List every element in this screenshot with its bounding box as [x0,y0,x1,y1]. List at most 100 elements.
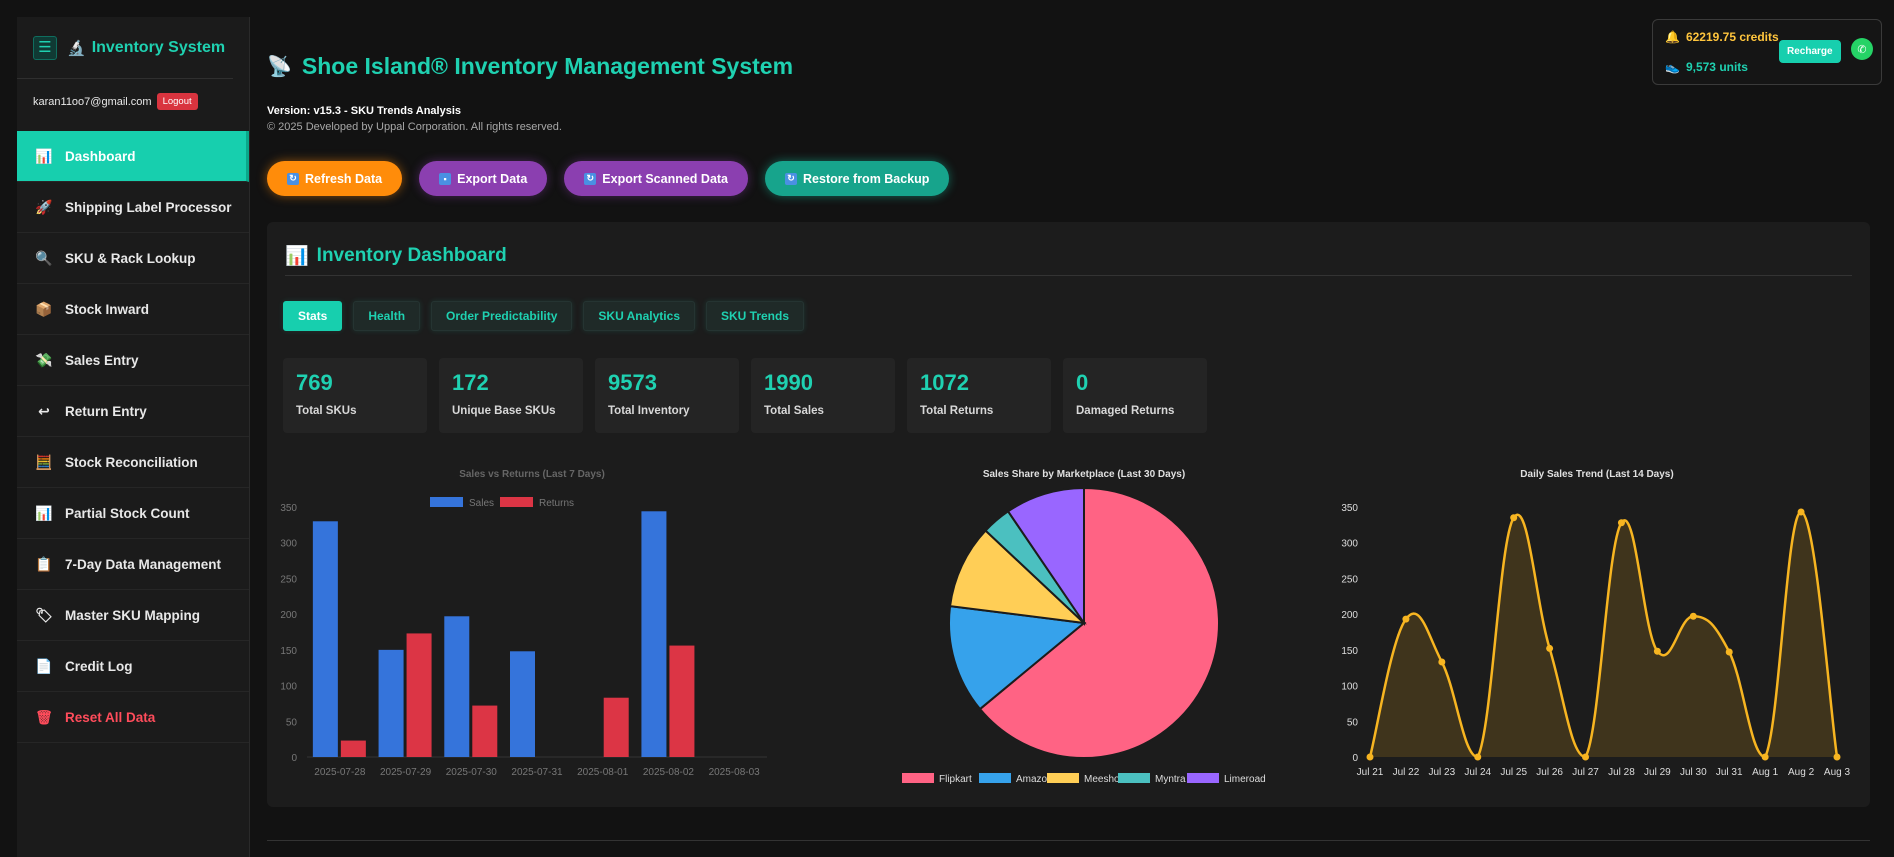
package-icon: 📦 [35,300,53,317]
legend-swatch-meesho [1047,773,1079,783]
sidebar-item-partial-stock-count[interactable]: 📊 Partial Stock Count [17,488,249,539]
stat-card-unique-base-skus: 172 Unique Base SKUs [439,358,583,433]
trend-point [1617,519,1625,527]
trend-point [1402,615,1410,623]
rocket-icon: 🚀 [35,198,53,215]
hamburger-icon: ☰ [38,39,52,56]
sidebar-item-stock-reconciliation[interactable]: 🧮 Stock Reconciliation [17,437,249,488]
trend-point [1725,648,1733,656]
stat-card-damaged-returns: 0 Damaged Returns [1063,358,1207,433]
y-tick-label: 100 [1341,682,1358,693]
trend-point [1366,753,1374,761]
stat-card-total-returns: 1072 Total Returns [907,358,1051,433]
refresh-icon: ↻ [584,172,597,185]
sidebar: ☰ 🔬 Inventory System karan11oo7@gmail.co… [17,17,250,857]
legend-label-limeroad: Limeroad [1224,774,1266,785]
pie-slice-limeroad [1006,486,1085,627]
sidebar-item-sku-rack-lookup[interactable]: 🔍 SKU & Rack Lookup [17,233,249,284]
legend-label-sales: Sales [469,498,494,509]
app-title-text: Inventory System [91,38,226,56]
x-tick-label: 2025-07-28 [314,767,366,778]
sidebar-item-sales-entry[interactable]: 💸 Sales Entry [17,335,249,386]
sidebar-item-label: Partial Stock Count [65,505,190,521]
inventory-dashboard-panel: 📊 Inventory Dashboard Stats Health Order… [267,222,1870,807]
bar-chart-icon: 📊 [35,504,53,521]
sidebar-item-label: Sales Entry [65,352,139,368]
tab-stats[interactable]: Stats [283,301,343,331]
sidebar-item-shipping-label-processor[interactable]: 🚀 Shipping Label Processor [17,182,249,233]
logout-button[interactable]: Logout [156,93,198,110]
tab-sku-trends[interactable]: SKU Trends [706,301,805,331]
x-tick-label: Jul 28 [1608,767,1635,778]
refresh-data-button[interactable]: ↻ Refresh Data [267,161,403,196]
x-tick-label: Aug 2 [1788,767,1815,778]
divider [285,275,1852,276]
stat-card-total-skus: 769 Total SKUs [283,358,427,433]
hamburger-menu-button[interactable]: ☰ [33,35,57,60]
bar-returns [472,705,498,757]
trash-icon: 🗑 [35,708,53,725]
y-tick-label: 350 [280,503,297,514]
stat-label: Unique Base SKUs [452,405,556,417]
dashboard-tabs: Stats Health Order Predictability SKU An… [283,301,805,331]
app-logo-icon: 🔬 [67,39,86,57]
whatsapp-icon[interactable]: ✆ [1851,38,1873,60]
bar-returns [603,697,629,757]
bar-sales [510,651,535,757]
y-tick-label: 150 [1341,646,1358,657]
sidebar-item-label: Stock Reconciliation [65,454,198,470]
save-icon: ▪ [439,172,452,185]
sidebar-nav: 📊 Dashboard 🚀 Shipping Label Processor 🔍 SKU … [17,131,249,743]
stat-value: 9573 [608,370,657,395]
stat-value: 1072 [920,370,969,395]
sales-vs-returns-svg: Sales vs Returns (Last 7 Days) Sales Retur… [280,469,767,778]
bar-returns [340,740,366,757]
trend-area [1370,512,1837,757]
sidebar-item-return-entry[interactable]: ↩ Return Entry [17,386,249,437]
dashboard-title-text: Inventory Dashboard [316,245,507,266]
page-title-text: Shoe Island® Inventory Management System [301,53,794,79]
stat-label: Damaged Returns [1076,405,1175,417]
sidebar-item-credit-log[interactable]: 📄 Credit Log [17,641,249,692]
sidebar-item-7-day-data-management[interactable]: 📋 7-Day Data Management [17,539,249,590]
trend-line [1368,510,1839,759]
y-tick-label: 50 [286,717,298,728]
user-row: karan11oo7@gmail.com Logout [17,79,249,120]
chart-title: Sales Share by Marketplace (Last 30 Days… [983,469,1185,480]
sidebar-item-label: Shipping Label Processor [65,199,232,215]
y-tick-label: 250 [1341,574,1358,585]
sidebar-item-stock-inward[interactable]: 📦 Stock Inward [17,284,249,335]
refresh-data-label: Refresh Data [305,171,383,186]
legend-swatch-myntra [1118,773,1150,783]
restore-backup-button[interactable]: ↻ Restore from Backup [765,161,950,196]
sidebar-item-dashboard[interactable]: 📊 Dashboard [17,131,249,182]
y-tick-label: 0 [291,753,297,764]
y-tick-label: 250 [280,574,297,585]
tag-icon: 🏷 [35,606,53,623]
trend-point [1438,658,1446,666]
trend-point [1474,753,1482,761]
tab-order-predictability[interactable]: Order Predictability [431,301,573,331]
trend-point [1797,508,1805,516]
marketplace-share-svg: Sales Share by Marketplace (Last 30 Days… [902,469,1266,785]
legend-label-myntra: Myntra [1155,774,1186,785]
legend-swatch-amazon [979,773,1011,783]
sidebar-item-label: SKU & Rack Lookup [65,250,196,266]
tab-sku-analytics[interactable]: SKU Analytics [583,301,695,331]
recharge-button[interactable]: Recharge [1779,40,1841,63]
y-tick-label: 50 [1347,717,1359,728]
bar-sales [444,616,470,757]
sidebar-item-reset-all-data[interactable]: 🗑 Reset All Data [17,692,249,743]
x-tick-label: Jul 21 [1357,767,1384,778]
export-data-button[interactable]: ▪ Export Data [419,161,548,196]
trend-point [1582,753,1590,761]
refresh-icon: ↻ [287,172,299,185]
tab-health[interactable]: Health [353,301,421,331]
export-scanned-data-button[interactable]: ↻ Export Scanned Data [564,161,749,196]
stat-label: Total Sales [764,405,824,417]
trend-point [1689,612,1697,620]
bar-sales [641,511,667,757]
sidebar-item-master-sku-mapping[interactable]: 🏷 Master SKU Mapping [17,590,249,641]
sidebar-item-label: Dashboard [65,148,136,164]
y-tick-label: 350 [1341,503,1358,514]
